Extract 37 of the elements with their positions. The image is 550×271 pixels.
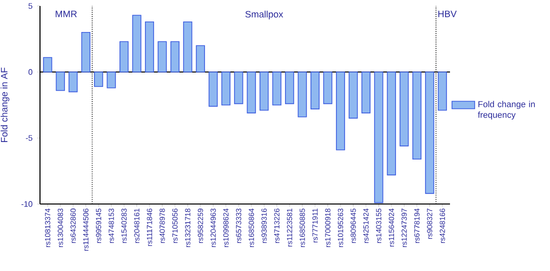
bar xyxy=(81,32,90,72)
bar xyxy=(56,72,65,91)
bar xyxy=(272,72,282,106)
bar xyxy=(336,72,346,150)
bar xyxy=(425,72,434,194)
legend-label: Fold change in frequency xyxy=(478,100,535,120)
bar xyxy=(234,72,244,104)
bar xyxy=(298,72,307,118)
bar xyxy=(132,14,142,72)
bar xyxy=(374,72,384,204)
bar xyxy=(412,72,422,160)
bar xyxy=(260,72,269,111)
bar xyxy=(208,72,218,107)
bar xyxy=(323,72,332,104)
bar xyxy=(400,72,409,146)
bar xyxy=(43,57,52,72)
y-axis-title: Fold change in AF xyxy=(0,68,10,142)
bar xyxy=(106,72,116,88)
bar xyxy=(170,41,180,72)
bar xyxy=(361,72,371,114)
bar xyxy=(246,72,256,114)
bar xyxy=(438,72,447,111)
bar xyxy=(386,72,396,176)
bar xyxy=(94,72,104,87)
bar xyxy=(183,21,192,72)
bar xyxy=(221,72,230,106)
bar xyxy=(120,41,129,72)
annotation: MMR xyxy=(56,10,77,18)
bar xyxy=(285,72,294,104)
bar xyxy=(158,41,167,72)
annotation: HBV xyxy=(438,10,457,18)
annotation: Smallpox xyxy=(245,10,284,20)
bar xyxy=(310,72,320,110)
bar xyxy=(144,21,154,72)
bar xyxy=(196,45,205,72)
bar xyxy=(68,72,78,92)
bar xyxy=(348,72,358,119)
